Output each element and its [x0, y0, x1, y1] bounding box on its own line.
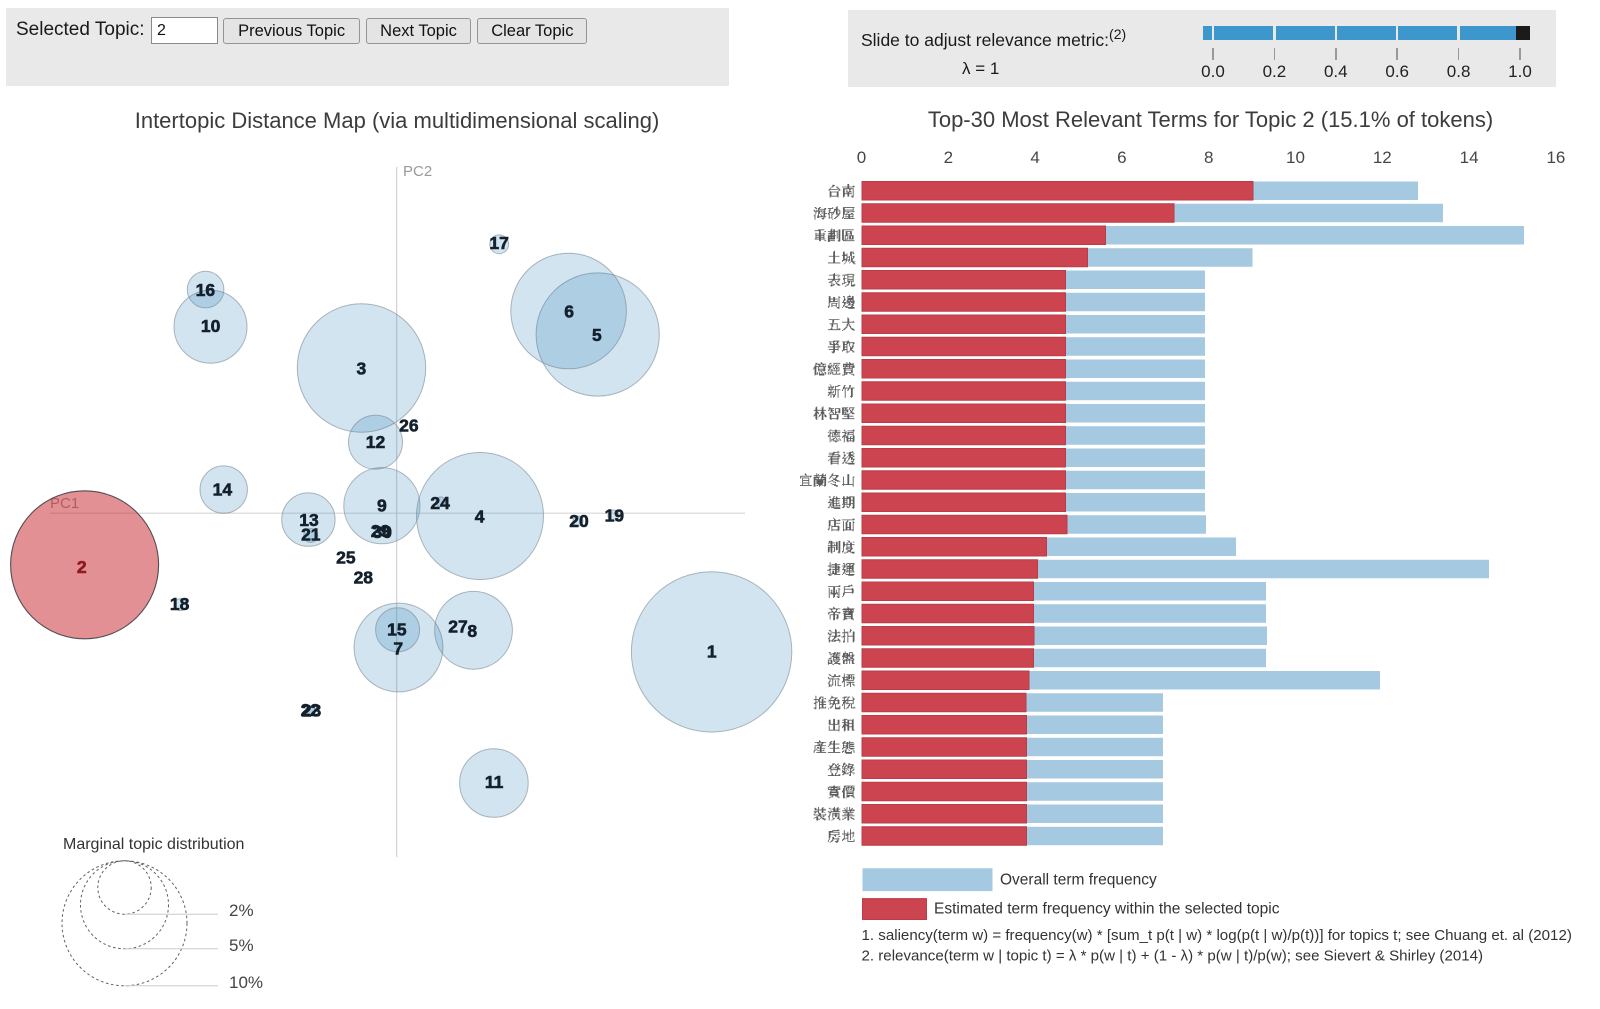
svg-text:14: 14 [1460, 148, 1479, 167]
svg-text:6: 6 [564, 302, 574, 322]
svg-text:4: 4 [1030, 148, 1039, 167]
svg-text:19: 19 [605, 505, 625, 525]
svg-text:20: 20 [569, 511, 589, 531]
svg-text:11: 11 [485, 772, 504, 792]
svg-text:29: 29 [371, 521, 391, 541]
svg-text:5: 5 [592, 325, 602, 345]
svg-text:1: 1 [707, 642, 717, 662]
svg-text:16: 16 [1546, 148, 1565, 167]
svg-text:Intertopic Distance Map (via m: Intertopic Distance Map (via multidimens… [135, 108, 660, 133]
svg-text:14: 14 [213, 479, 233, 499]
svg-text:16: 16 [196, 280, 216, 300]
svg-text:27: 27 [448, 617, 467, 637]
svg-text:18: 18 [170, 594, 190, 614]
svg-text:21: 21 [301, 525, 321, 545]
svg-text:Top-30 Most Relevant Terms for: Top-30 Most Relevant Terms for Topic 2 (… [928, 107, 1493, 132]
svg-text:13: 13 [299, 510, 319, 530]
svg-text:2%: 2% [229, 901, 254, 920]
svg-text:2: 2 [944, 148, 953, 167]
svg-text:7: 7 [393, 638, 403, 658]
svg-text:1. saliency(term w) = frequenc: 1. saliency(term w) = frequency(w) * [su… [862, 927, 1572, 944]
svg-text:Estimated term frequency withi: Estimated term frequency within the sele… [934, 900, 1280, 917]
svg-text:8: 8 [467, 621, 477, 641]
svg-text:3: 3 [357, 359, 367, 379]
svg-text:Overall term frequency: Overall term frequency [1000, 871, 1157, 888]
svg-text:8: 8 [1204, 148, 1213, 167]
svg-text:26: 26 [399, 416, 419, 436]
svg-text:10%: 10% [229, 973, 263, 992]
svg-text:9: 9 [377, 496, 387, 516]
svg-text:15: 15 [387, 619, 407, 639]
svg-text:12: 12 [1373, 148, 1392, 167]
svg-text:22: 22 [301, 700, 321, 720]
svg-text:4: 4 [475, 506, 485, 526]
svg-text:12: 12 [366, 432, 386, 452]
svg-text:5%: 5% [229, 936, 254, 955]
svg-text:24: 24 [430, 493, 450, 513]
svg-text:23: 23 [302, 700, 322, 720]
svg-text:10: 10 [201, 316, 221, 336]
svg-text:17: 17 [489, 233, 508, 253]
svg-text:2: 2 [77, 557, 87, 577]
svg-text:25: 25 [336, 548, 356, 568]
svg-text:6: 6 [1117, 148, 1126, 167]
svg-text:Marginal topic distribution: Marginal topic distribution [63, 836, 244, 853]
svg-text:PC2: PC2 [403, 163, 432, 180]
svg-text:28: 28 [354, 567, 374, 587]
svg-text:2. relevance(term w | topic t): 2. relevance(term w | topic t) = λ * p(w… [862, 948, 1484, 965]
svg-text:0: 0 [857, 148, 866, 167]
svg-text:10: 10 [1286, 148, 1305, 167]
svg-text:30: 30 [373, 522, 393, 542]
